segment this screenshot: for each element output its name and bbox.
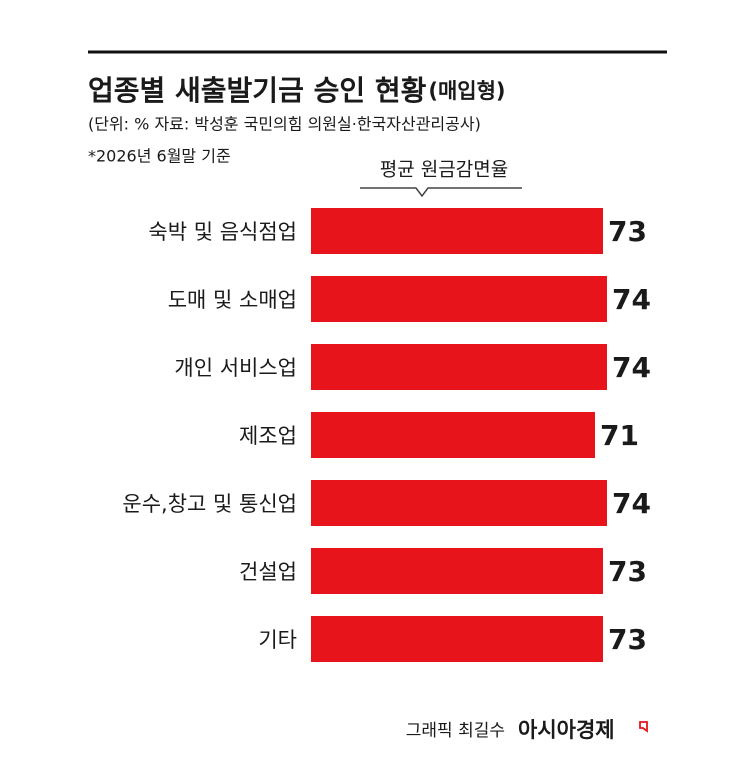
bar (311, 480, 607, 526)
brand: 아시아경제 (518, 718, 615, 742)
legend-bracket (360, 187, 522, 198)
title-note: (매입형) (428, 79, 505, 103)
bar (311, 344, 607, 390)
value-label: 73 (608, 555, 647, 588)
value-label: 73 (608, 623, 647, 656)
category-label: 기타 (258, 628, 297, 652)
credit: 그래픽 최길수 (406, 721, 505, 741)
category-label: 건설업 (239, 560, 297, 584)
legend-label: 평균 원금감면율 (380, 159, 508, 181)
bar (311, 208, 603, 254)
category-label: 운수,창고 및 통신업 (122, 492, 297, 516)
chart-title: 업종별 새출발기금 승인 현황(매입형) (88, 74, 506, 107)
bar (311, 616, 603, 662)
source: (단위: % 자료: 박성훈 국민의힘 의원실·한국자산관리공사) (88, 115, 481, 134)
category-label: 숙박 및 음식점업 (148, 220, 297, 244)
bar (311, 276, 607, 322)
value-label: 74 (612, 283, 651, 316)
category-label: 개인 서비스업 (174, 356, 297, 380)
bar (311, 412, 595, 458)
category-label: 제조업 (239, 424, 297, 448)
value-label: 74 (612, 487, 651, 520)
value-label: 74 (612, 351, 651, 384)
title-main: 업종별 새출발기금 승인 현황 (88, 74, 427, 107)
category-label: 도매 및 소매업 (168, 288, 297, 312)
brand-icon (639, 721, 648, 733)
bar (311, 548, 603, 594)
note: *2026년 6월말 기준 (88, 147, 231, 166)
value-label: 73 (608, 215, 647, 248)
value-label: 71 (600, 419, 639, 452)
